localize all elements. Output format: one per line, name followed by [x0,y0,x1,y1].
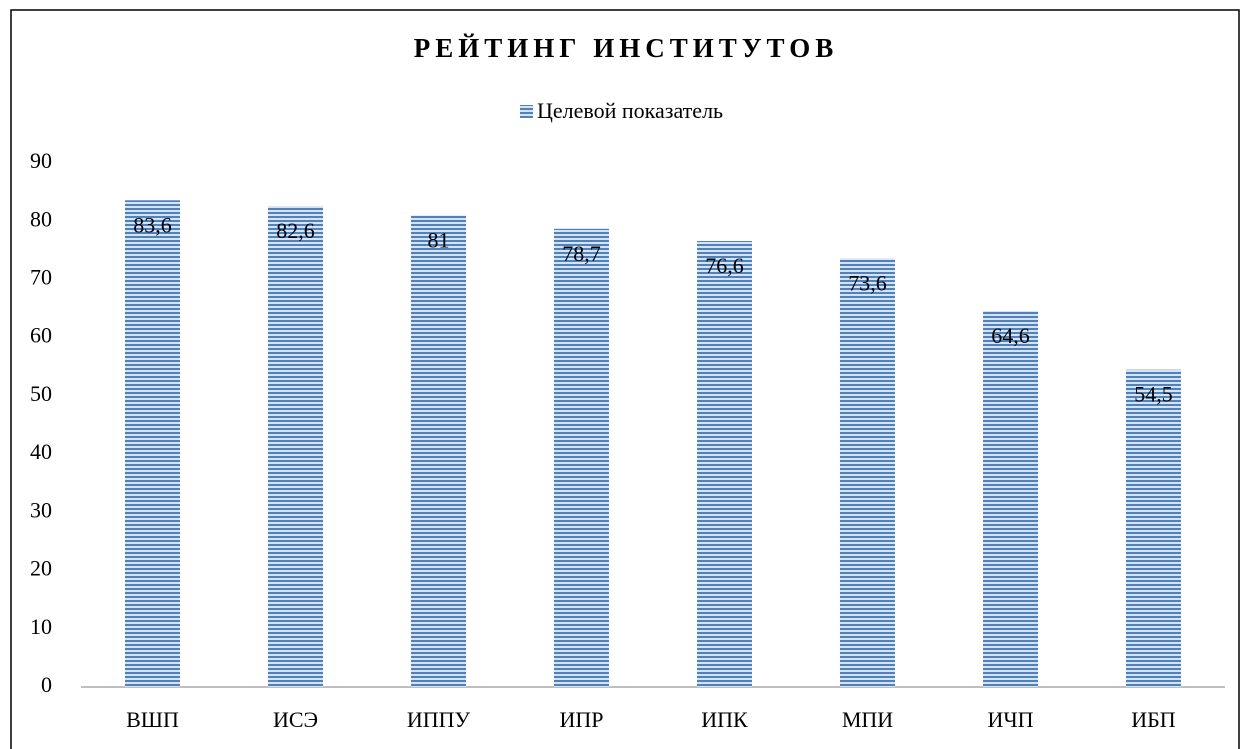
x-tick-label: ИБП [1131,707,1176,732]
bar [840,258,895,687]
y-tick-label: 80 [30,206,52,231]
y-tick-label: 20 [30,556,52,581]
data-label: 73,6 [848,271,887,296]
bar [983,310,1038,687]
y-tick-label: 0 [41,672,52,697]
y-tick-label: 70 [30,264,52,289]
y-tick-label: 10 [30,614,52,639]
data-label: 83,6 [133,212,172,237]
chart-title: РЕЙТИНГ ИНСТИТУТОВ [414,33,838,63]
x-tick-label: ИППУ [407,707,471,732]
data-label: 78,7 [562,241,601,266]
bar [1126,369,1181,687]
data-label: 82,6 [276,218,315,243]
bar [554,228,609,687]
x-tick-label: ИЧП [987,707,1033,732]
legend-label: Целевой показатель [537,98,723,123]
x-tick-label: ИСЭ [273,707,318,732]
data-label: 76,6 [705,253,744,278]
bar [125,200,180,688]
y-tick-label: 90 [30,148,52,173]
bar [411,215,466,687]
x-tick-label: ИПК [701,707,748,732]
y-tick-label: 40 [30,439,52,464]
legend-swatch [520,105,533,118]
bar [268,206,323,687]
x-tick-label: МПИ [842,707,893,732]
bar [697,241,752,688]
x-tick-label: ВШП [126,707,179,732]
x-tick-label: ИПР [559,707,603,732]
data-label: 64,6 [991,323,1030,348]
data-label: 81 [428,227,450,252]
y-tick-label: 30 [30,497,52,522]
y-tick-label: 60 [30,323,52,348]
y-tick-label: 50 [30,381,52,406]
data-label: 54,5 [1134,382,1173,407]
